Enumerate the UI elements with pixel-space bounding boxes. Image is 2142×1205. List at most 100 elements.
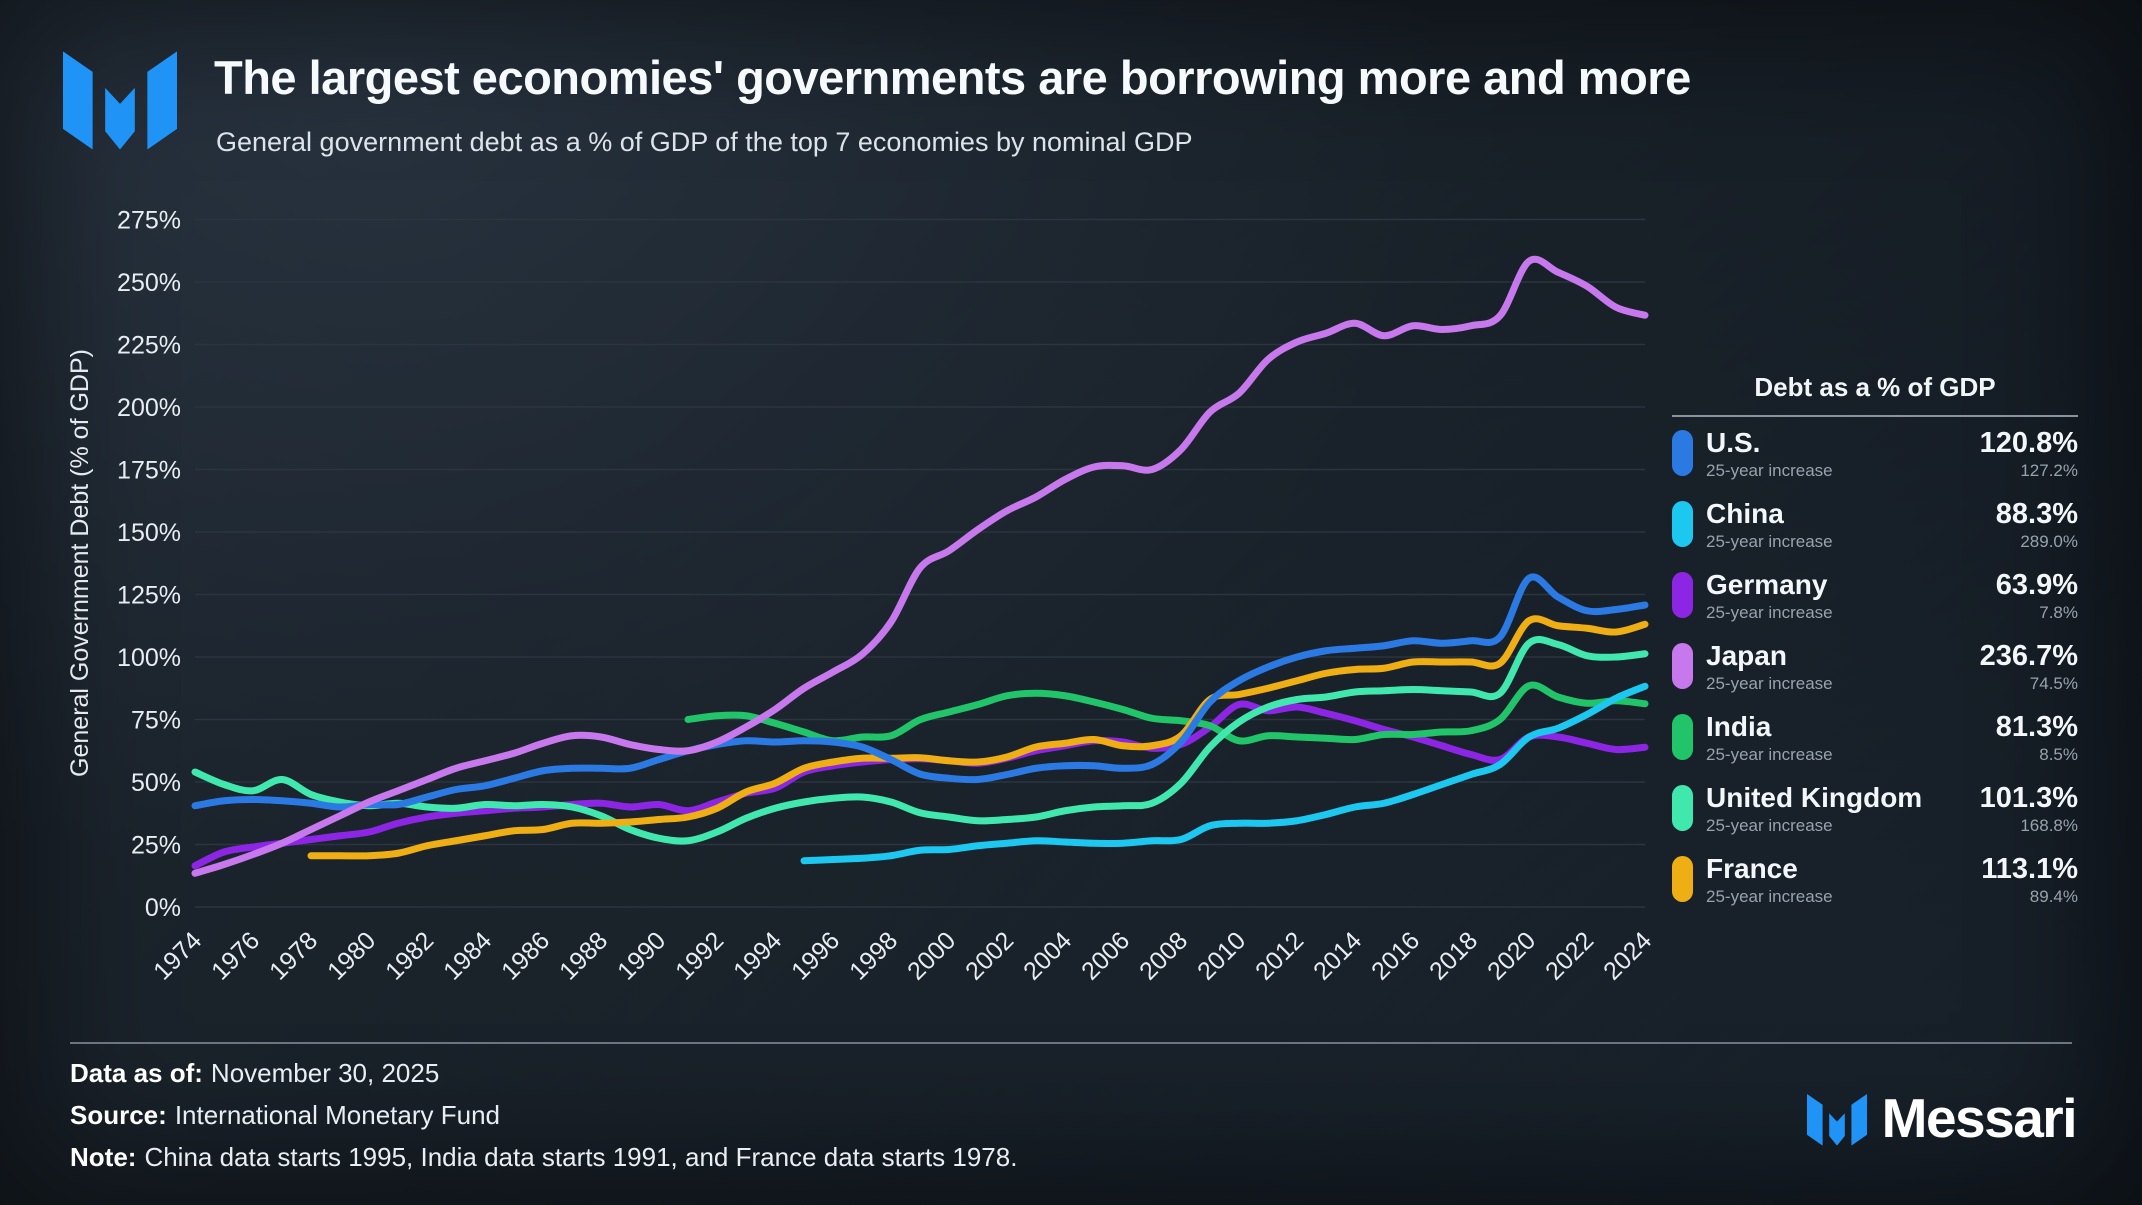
- china-color-pill: [1672, 501, 1693, 547]
- x-tick-label: 1980: [322, 926, 381, 985]
- series-name: France: [1706, 853, 1798, 884]
- series-increase-value: 127.2%: [2020, 461, 2078, 480]
- y-tick-label: 25%: [131, 832, 181, 860]
- y-tick-label: 225%: [117, 332, 181, 360]
- series-line-china: [800, 682, 1649, 865]
- source-line: Source: International Monetary Fund: [70, 1100, 500, 1131]
- series-line-france: [307, 615, 1649, 860]
- y-tick-label: 0%: [145, 894, 181, 922]
- legend-row-china: China 88.3% 25-year increase 289.0%: [1672, 498, 2078, 552]
- series-name: U.S.: [1706, 427, 1761, 458]
- note-line: Note: China data starts 1995, India data …: [70, 1142, 1017, 1173]
- x-tick-label: 1992: [670, 926, 729, 985]
- x-tick-label: 2018: [1424, 926, 1483, 985]
- x-tick-label: 1982: [380, 926, 439, 985]
- india-color-pill: [1672, 714, 1693, 760]
- series-current-value: 236.7%: [1979, 640, 2078, 672]
- series-current-value: 81.3%: [1995, 711, 2078, 743]
- y-tick-label: 125%: [117, 582, 181, 610]
- x-tick-label: 1998: [844, 926, 903, 985]
- x-tick-label: 1996: [786, 926, 845, 985]
- legend-row-japan: Japan 236.7% 25-year increase 74.5%: [1672, 640, 2078, 694]
- y-tick-label: 100%: [117, 644, 181, 672]
- series-line-u-s-: [191, 573, 1649, 811]
- x-tick-label: 2022: [1540, 926, 1599, 985]
- series-current-value: 88.3%: [1995, 498, 2078, 530]
- y-tick-label: 50%: [131, 769, 181, 797]
- series-current-value: 113.1%: [1981, 853, 2078, 885]
- us-color-pill: [1672, 430, 1693, 476]
- wordmark-text: Messari: [1881, 1087, 2078, 1149]
- messari-wordmark: Messari: [1806, 1086, 2078, 1150]
- x-tick-label: 2024: [1598, 926, 1657, 985]
- legend-row-france: France 113.1% 25-year increase 89.4%: [1672, 853, 2078, 907]
- series-increase-value: 89.4%: [2029, 887, 2078, 906]
- series-current-value: 101.3%: [1979, 782, 2078, 814]
- series-current-value: 120.8%: [1979, 427, 2078, 459]
- x-tick-label: 1976: [206, 926, 265, 985]
- series-increase-label: 25-year increase: [1706, 887, 1833, 906]
- legend-title: Debt as a % of GDP: [1754, 372, 1996, 402]
- y-tick-label: 75%: [131, 707, 181, 735]
- series-line-india: [684, 681, 1649, 745]
- legend-row-us: U.S. 120.8% 25-year increase 127.2%: [1672, 427, 2078, 481]
- page-title: The largest economies' governments are b…: [214, 51, 1691, 104]
- source-value: International Monetary Fund: [174, 1100, 501, 1130]
- x-tick-label: 2006: [1076, 926, 1135, 985]
- series-increase-label: 25-year increase: [1706, 603, 1833, 622]
- x-tick-label: 1978: [264, 926, 323, 985]
- legend-panel: Debt as a % of GDP U.S. 120.8% 25-year in…: [1672, 372, 2078, 924]
- legend-row-germany: Germany 63.9% 25-year increase 7.8%: [1672, 569, 2078, 623]
- y-axis-title: General Government Debt (% of GDP): [66, 349, 94, 777]
- y-tick-label: 250%: [117, 269, 181, 297]
- series-increase-value: 289.0%: [2020, 532, 2078, 551]
- note-label: Note:: [70, 1142, 137, 1172]
- note-value: China data starts 1995, India data start…: [144, 1142, 1018, 1172]
- x-tick-label: 2000: [902, 926, 961, 985]
- x-tick-label: 1990: [612, 926, 671, 985]
- legend-row-india: India 81.3% 25-year increase 8.5%: [1672, 711, 2078, 765]
- x-tick-label: 2014: [1308, 926, 1367, 985]
- data-as-of-label: Data as of:: [70, 1058, 203, 1088]
- x-tick-label: 1984: [438, 926, 497, 985]
- series-increase-value: 8.5%: [2039, 745, 2078, 764]
- footer-divider: [70, 1042, 2072, 1044]
- y-tick-label: 175%: [117, 457, 181, 485]
- x-tick-label: 1986: [496, 926, 555, 985]
- data-as-of-value: November 30, 2025: [210, 1058, 440, 1088]
- series-line-japan: [191, 255, 1649, 877]
- x-tick-label: 2010: [1192, 926, 1251, 985]
- series-name: Germany: [1706, 569, 1828, 600]
- series-name: Japan: [1706, 640, 1787, 671]
- germany-color-pill: [1672, 572, 1693, 618]
- x-tick-label: 2012: [1250, 926, 1309, 985]
- series-line-united-kingdom: [191, 636, 1649, 845]
- x-tick-label: 1974: [148, 926, 207, 985]
- x-tick-label: 2016: [1366, 926, 1425, 985]
- japan-color-pill: [1672, 643, 1693, 689]
- series-name: India: [1706, 711, 1772, 742]
- x-tick-label: 1994: [728, 926, 787, 985]
- x-tick-label: 2004: [1018, 926, 1077, 985]
- x-tick-label: 2008: [1134, 926, 1193, 985]
- x-tick-label: 2002: [960, 926, 1019, 985]
- series-increase-value: 7.8%: [2039, 603, 2078, 622]
- series-increase-label: 25-year increase: [1706, 461, 1833, 480]
- x-tick-label: 2020: [1482, 926, 1541, 985]
- series-increase-label: 25-year increase: [1706, 816, 1833, 835]
- series-increase-label: 25-year increase: [1706, 745, 1833, 764]
- series-increase-value: 74.5%: [2029, 674, 2078, 693]
- series-current-value: 63.9%: [1995, 569, 2078, 601]
- data-as-of-line: Data as of: November 30, 2025: [70, 1058, 439, 1089]
- x-tick-label: 1988: [554, 926, 613, 985]
- y-tick-label: 200%: [117, 394, 181, 422]
- messari-logo-icon: [63, 51, 177, 150]
- y-tick-label: 150%: [117, 519, 181, 547]
- france-color-pill: [1672, 856, 1693, 902]
- series-increase-value: 168.8%: [2020, 816, 2078, 835]
- uk-color-pill: [1672, 785, 1693, 831]
- y-tick-label: 275%: [117, 207, 181, 235]
- legend-divider: [1672, 415, 2078, 417]
